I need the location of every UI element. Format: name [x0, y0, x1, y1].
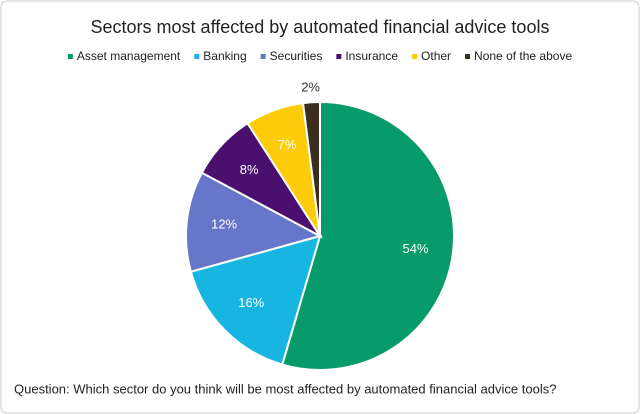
pie-slice [301, 100, 321, 237]
data-label: 2% [301, 80, 320, 95]
legend-marker [412, 54, 418, 59]
legend-label: Asset management [77, 49, 181, 63]
pie-slice [189, 234, 322, 366]
legend-marker [67, 54, 73, 59]
pie-slice [185, 171, 323, 273]
legend-marker [336, 54, 342, 59]
legend-label: Banking [203, 49, 246, 63]
data-label: 7% [278, 137, 297, 152]
pie-slice [281, 100, 455, 371]
data-label: 12% [211, 217, 237, 232]
legend-marker [194, 54, 200, 59]
chart-note: Question: Which sector do you think will… [14, 381, 556, 396]
legend-label: Insurance [345, 49, 398, 63]
data-label: 16% [238, 295, 264, 310]
chart-title: Sectors most affected by automated finan… [91, 17, 550, 37]
legend-label: Securities [270, 49, 323, 63]
data-label: 54% [402, 241, 428, 256]
legend-label: None of the above [474, 49, 572, 63]
data-label: 8% [240, 162, 259, 177]
legend-label: Other [421, 49, 451, 63]
legend-marker [260, 54, 266, 59]
legend-marker [465, 54, 471, 59]
